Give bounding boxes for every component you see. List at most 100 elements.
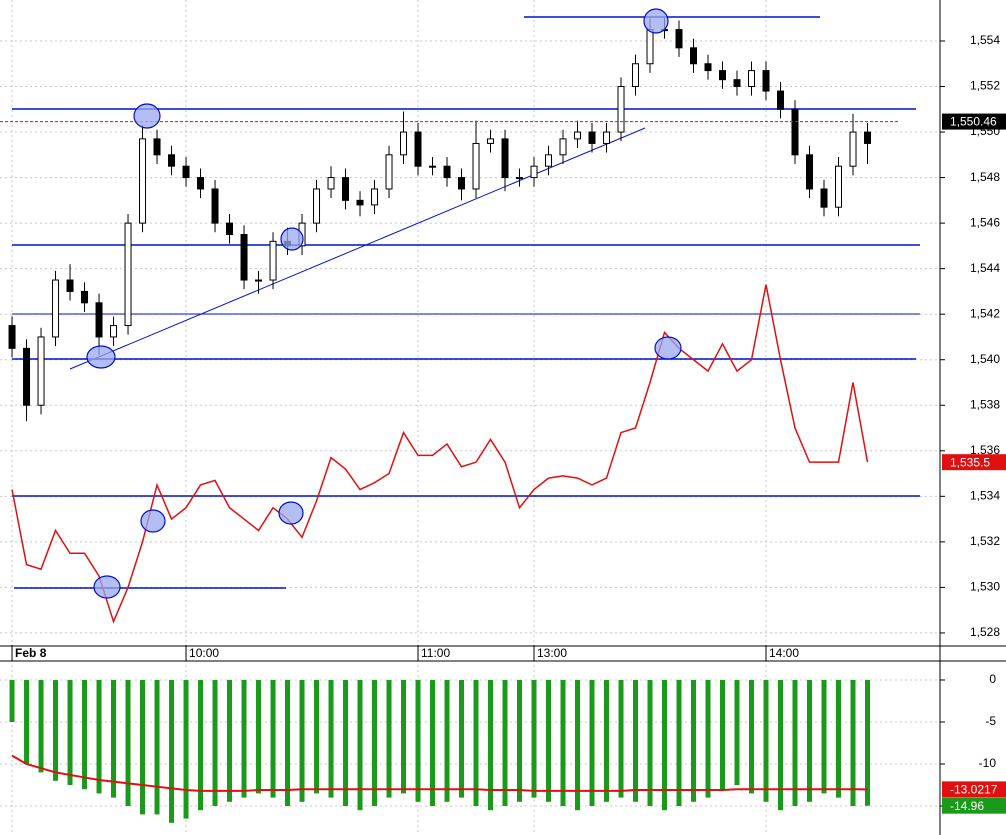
bar [53,679,59,781]
candle-body [704,63,712,72]
candle-body [748,70,756,88]
bar [82,679,88,790]
candle-body [371,188,379,206]
bar [604,679,610,802]
candle-body [791,108,799,156]
candle-body [197,177,205,190]
candle-body [864,131,872,144]
candle-body [414,131,422,167]
candle-body [95,302,103,338]
last-value-box [942,797,1006,814]
candle-body [153,138,161,156]
touch-marker [643,8,669,34]
candle-body [443,165,451,179]
bar [459,679,465,798]
overlay-line [11,284,869,624]
bar [633,679,639,802]
bar [9,679,15,722]
candle-body [530,165,538,179]
last-value-label: -13.0217 [950,783,998,797]
last-value-box [942,454,1006,471]
candle-body [327,177,335,190]
last-value-box [942,113,1006,130]
bar [865,679,871,806]
user-drawings [12,16,920,589]
y-tick-label: 1,542 [970,306,1000,320]
bar [169,679,175,823]
candle-body [168,154,176,167]
bar [575,679,581,811]
bar [763,679,769,802]
bar [821,679,827,794]
candle-body [632,63,640,88]
bar [749,679,755,794]
candle-body [37,336,45,406]
y-tick-label: 1,532 [970,534,1000,548]
candle-body [733,79,741,88]
bar [270,679,276,798]
candle-body [211,188,219,224]
candle-body [849,131,857,167]
candle-body [313,188,321,224]
y-tick-label: 0 [989,672,996,686]
candle-body [545,154,553,167]
y-tick-label: -10 [979,756,997,770]
bar [111,679,117,798]
touch-marker [280,227,304,251]
bar [125,679,131,807]
candle-body [574,131,582,140]
bar [212,679,218,807]
last-value-label: 1,535.5 [950,455,990,469]
candle-body [240,234,248,281]
bar [227,679,233,802]
y-tick-label: 1,538 [970,397,1000,411]
candle-body [646,29,654,65]
candle-body [139,138,147,224]
candle-body [762,70,770,92]
candle-body [8,325,16,349]
touch-marker [133,103,161,129]
bar [67,679,73,786]
touch-marker [140,509,166,533]
candle-body [52,279,60,338]
bar [734,679,740,786]
bar [488,679,494,811]
bar [183,679,189,819]
bar [502,679,508,807]
y-tick-label: 1,544 [970,261,1000,275]
bar [343,679,349,807]
bar [531,679,537,798]
bar [140,679,146,815]
candle-body [124,222,132,327]
candle-body [617,86,625,133]
candle-body [269,240,277,281]
bar [444,679,450,802]
bar [430,679,436,807]
bar [198,679,204,811]
bar [386,679,392,798]
x-tick-label: 10:00 [189,646,219,660]
candle-body [559,138,567,156]
candle-body [356,199,364,206]
candle-body [23,347,31,406]
candle-body [675,29,683,49]
touch-markers [86,8,682,599]
y-tick-label: 1,540 [970,352,1000,366]
bar [589,679,595,807]
y-tick-label: 1,534 [970,489,1000,503]
bar [256,679,262,794]
bar [285,679,291,807]
bar [691,679,697,802]
x-tick-label: Feb 8 [15,646,47,660]
y-tick-label: 1,536 [970,443,1000,457]
last-value-label: -14.96 [950,799,984,813]
marks-layer [0,18,898,823]
bar [517,679,523,802]
y-tick-label: 1,548 [970,170,1000,184]
candle-body [487,138,495,144]
candle-body [777,90,785,110]
candle-body [458,177,466,190]
bar [241,679,247,798]
bar [807,679,813,802]
bar [662,679,668,811]
